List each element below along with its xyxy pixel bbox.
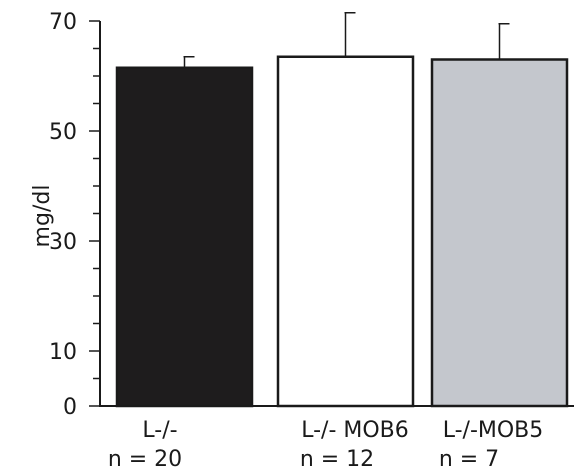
y-tick-label: 30	[49, 230, 77, 255]
category-n-label: n = 12	[300, 447, 374, 470]
y-tick-label: 70	[49, 10, 77, 35]
category-n-label: n = 7	[439, 447, 499, 470]
bars	[115, 55, 569, 408]
y-tick-label: 50	[49, 120, 77, 145]
y-tick-label: 0	[63, 395, 77, 420]
category-n-label: n = 20	[108, 447, 182, 470]
bar	[276, 55, 415, 408]
category-label: L-/-	[142, 418, 177, 443]
category-labels: L-/- n = 20 L-/- MOB6 n = 12 L-/-MOB5 n = 7	[108, 418, 543, 470]
y-axis-title: mg/dl	[30, 185, 55, 248]
y-tick-label: 10	[49, 340, 77, 365]
bar	[115, 66, 254, 408]
bar	[430, 58, 569, 408]
category-label: L-/-MOB5	[443, 418, 544, 443]
category-label: L-/- MOB6	[301, 418, 409, 443]
error-bars	[183, 12, 510, 68]
